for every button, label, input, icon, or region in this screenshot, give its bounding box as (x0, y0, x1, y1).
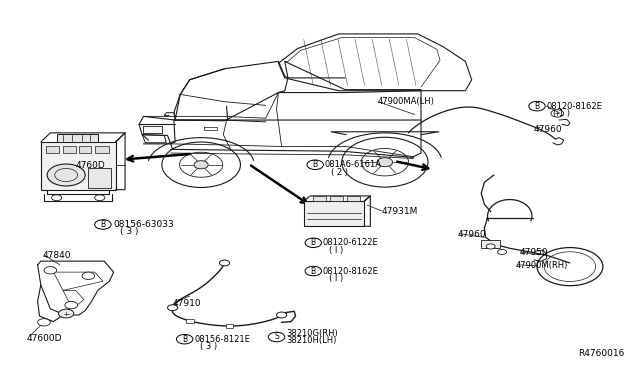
Bar (226, 324, 234, 328)
Circle shape (65, 301, 77, 309)
Text: 47960: 47960 (534, 125, 563, 134)
Bar (481, 240, 500, 248)
Text: 08156-8121E: 08156-8121E (194, 335, 250, 344)
Bar (186, 319, 193, 323)
Circle shape (194, 161, 208, 169)
Text: ( I ): ( I ) (329, 246, 344, 254)
Bar (88, 168, 111, 188)
Text: 081A6-6161A: 081A6-6161A (324, 160, 381, 169)
Circle shape (498, 249, 507, 254)
Bar (143, 126, 163, 133)
Text: B: B (311, 266, 316, 276)
Circle shape (276, 312, 287, 318)
Bar (347, 196, 360, 201)
Circle shape (377, 158, 393, 167)
Bar (304, 201, 364, 226)
Text: 4760D: 4760D (76, 161, 106, 170)
Text: ( 1 ): ( 1 ) (553, 109, 570, 118)
Circle shape (38, 319, 51, 326)
Text: 47900M(RH): 47900M(RH) (516, 261, 568, 270)
Bar (79, 146, 92, 153)
Text: B: B (311, 238, 316, 247)
Text: R4760016: R4760016 (578, 349, 625, 358)
Text: 08120-8162E: 08120-8162E (323, 266, 379, 276)
Text: 08156-63033: 08156-63033 (114, 220, 175, 229)
Bar (95, 146, 109, 153)
Text: 47910: 47910 (173, 299, 201, 308)
Bar (41, 142, 116, 190)
Bar (330, 196, 343, 201)
Circle shape (44, 267, 57, 274)
Circle shape (82, 272, 95, 279)
Text: 38210H(LH): 38210H(LH) (287, 336, 337, 345)
Text: 47950: 47950 (519, 248, 548, 257)
Text: 47900MA(LH): 47900MA(LH) (378, 97, 435, 106)
Text: 47600D: 47600D (27, 334, 62, 343)
Text: 47840: 47840 (43, 251, 71, 260)
Text: B: B (182, 335, 188, 344)
Bar (314, 196, 326, 201)
Circle shape (220, 260, 230, 266)
Circle shape (168, 305, 178, 311)
Text: B: B (534, 102, 540, 110)
Text: B: B (100, 220, 106, 229)
Text: ( I ): ( I ) (329, 274, 344, 283)
Text: S: S (274, 333, 279, 341)
Text: 08120-8162E: 08120-8162E (547, 102, 602, 110)
Text: 47960: 47960 (458, 230, 486, 239)
Circle shape (58, 309, 74, 318)
Circle shape (47, 164, 85, 186)
Bar (46, 146, 58, 153)
Text: ( 3 ): ( 3 ) (200, 342, 218, 351)
Text: 38210G(RH): 38210G(RH) (287, 329, 339, 338)
Text: ( 3 ): ( 3 ) (120, 227, 138, 236)
Text: 47931M: 47931M (381, 207, 418, 216)
Text: B: B (312, 160, 317, 169)
Text: ( 2 ): ( 2 ) (331, 167, 348, 177)
Bar (57, 134, 98, 142)
Circle shape (486, 244, 495, 249)
Text: 08120-6122E: 08120-6122E (323, 238, 378, 247)
Bar (63, 146, 76, 153)
